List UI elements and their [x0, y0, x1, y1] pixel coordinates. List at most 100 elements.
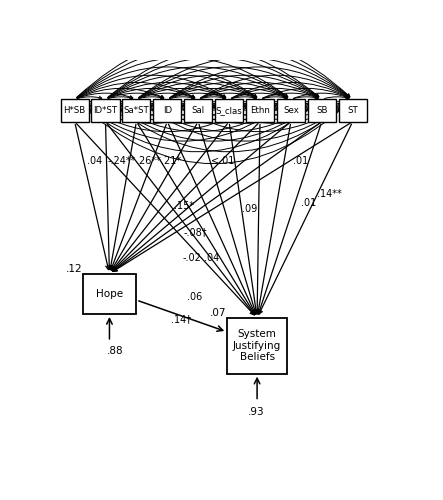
FancyArrowPatch shape: [105, 124, 111, 270]
FancyArrowPatch shape: [324, 96, 349, 99]
FancyArrowPatch shape: [140, 100, 226, 110]
FancyArrowPatch shape: [202, 100, 319, 116]
FancyArrowPatch shape: [78, 100, 227, 124]
FancyArrowPatch shape: [171, 100, 226, 105]
Text: .14†: .14†: [171, 314, 191, 324]
FancyArrowPatch shape: [170, 67, 350, 98]
FancyArrowPatch shape: [108, 75, 256, 98]
Text: .01: .01: [301, 198, 316, 208]
FancyArrowPatch shape: [77, 96, 102, 99]
FancyArrowPatch shape: [201, 93, 256, 98]
FancyArrowPatch shape: [263, 88, 349, 98]
FancyArrowPatch shape: [77, 67, 257, 98]
FancyArrowPatch shape: [112, 124, 227, 270]
Text: .06: .06: [187, 292, 202, 302]
FancyArrowPatch shape: [113, 123, 350, 272]
Text: -.24**: -.24**: [107, 156, 136, 166]
FancyBboxPatch shape: [122, 100, 151, 122]
FancyArrowPatch shape: [140, 100, 165, 102]
FancyArrowPatch shape: [77, 35, 350, 98]
FancyArrowPatch shape: [171, 100, 319, 124]
FancyArrowPatch shape: [77, 88, 164, 98]
FancyArrowPatch shape: [139, 93, 194, 98]
FancyBboxPatch shape: [83, 274, 136, 314]
FancyArrowPatch shape: [170, 93, 225, 98]
Text: S_clas: S_clas: [216, 106, 242, 115]
FancyArrowPatch shape: [263, 93, 318, 98]
Text: .14**: .14**: [317, 188, 342, 198]
Text: H*SB: H*SB: [63, 106, 86, 115]
FancyBboxPatch shape: [153, 100, 181, 122]
FancyArrowPatch shape: [140, 101, 350, 141]
Text: .09: .09: [242, 204, 257, 214]
FancyArrowPatch shape: [199, 124, 256, 314]
FancyArrowPatch shape: [113, 124, 289, 271]
FancyArrowPatch shape: [233, 100, 350, 116]
FancyArrowPatch shape: [140, 101, 319, 132]
FancyArrowPatch shape: [77, 75, 226, 98]
FancyArrowPatch shape: [201, 75, 350, 98]
FancyArrowPatch shape: [170, 88, 256, 98]
FancyArrowPatch shape: [264, 100, 350, 110]
FancyBboxPatch shape: [277, 100, 305, 122]
FancyArrowPatch shape: [256, 124, 291, 314]
FancyBboxPatch shape: [184, 100, 212, 122]
FancyArrowPatch shape: [295, 100, 319, 102]
FancyArrowPatch shape: [201, 96, 225, 99]
FancyArrowPatch shape: [113, 124, 258, 270]
Text: .21*: .21*: [161, 156, 181, 166]
Text: .12: .12: [66, 264, 82, 274]
FancyArrowPatch shape: [140, 100, 196, 105]
FancyArrowPatch shape: [140, 100, 288, 124]
FancyArrowPatch shape: [139, 96, 163, 99]
FancyArrowPatch shape: [140, 100, 257, 116]
FancyArrowPatch shape: [264, 100, 288, 102]
FancyArrowPatch shape: [233, 100, 257, 102]
FancyArrowPatch shape: [108, 96, 132, 99]
FancyArrowPatch shape: [138, 124, 255, 314]
FancyArrowPatch shape: [108, 58, 319, 98]
FancyArrowPatch shape: [171, 100, 288, 116]
FancyArrowPatch shape: [232, 93, 287, 98]
FancyArrowPatch shape: [295, 100, 350, 105]
Text: ID*ST: ID*ST: [93, 106, 117, 115]
Text: -.02: -.02: [183, 252, 202, 262]
FancyArrowPatch shape: [170, 96, 194, 99]
FancyArrowPatch shape: [139, 75, 288, 98]
FancyBboxPatch shape: [246, 100, 274, 122]
Text: ST: ST: [347, 106, 358, 115]
FancyArrowPatch shape: [109, 124, 136, 270]
FancyArrowPatch shape: [326, 100, 350, 102]
FancyArrowPatch shape: [78, 100, 103, 102]
Text: Sa*ST: Sa*ST: [124, 106, 149, 115]
FancyArrowPatch shape: [78, 101, 351, 164]
FancyArrowPatch shape: [108, 88, 194, 98]
FancyArrowPatch shape: [229, 124, 258, 314]
Text: -.08†: -.08†: [184, 227, 207, 237]
FancyBboxPatch shape: [338, 100, 367, 122]
FancyArrowPatch shape: [168, 124, 256, 314]
FancyArrowPatch shape: [170, 75, 319, 98]
FancyArrowPatch shape: [108, 46, 350, 98]
FancyArrowPatch shape: [77, 46, 319, 98]
FancyArrowPatch shape: [258, 124, 321, 314]
FancyArrowPatch shape: [108, 82, 225, 98]
FancyArrowPatch shape: [264, 100, 319, 105]
FancyArrowPatch shape: [109, 101, 288, 132]
FancyArrowPatch shape: [109, 100, 165, 105]
FancyArrowPatch shape: [202, 100, 257, 105]
FancyArrowPatch shape: [112, 124, 197, 270]
FancyArrowPatch shape: [233, 100, 319, 110]
FancyArrowPatch shape: [139, 67, 319, 98]
FancyBboxPatch shape: [215, 100, 243, 122]
FancyArrowPatch shape: [294, 96, 318, 99]
FancyArrowPatch shape: [202, 100, 288, 110]
FancyArrowPatch shape: [263, 96, 287, 99]
FancyArrowPatch shape: [232, 96, 256, 99]
FancyArrowPatch shape: [78, 101, 258, 132]
Text: ID: ID: [163, 106, 172, 115]
FancyArrowPatch shape: [109, 101, 350, 152]
FancyArrowPatch shape: [139, 58, 350, 98]
FancyArrowPatch shape: [109, 100, 227, 116]
FancyBboxPatch shape: [91, 100, 120, 122]
